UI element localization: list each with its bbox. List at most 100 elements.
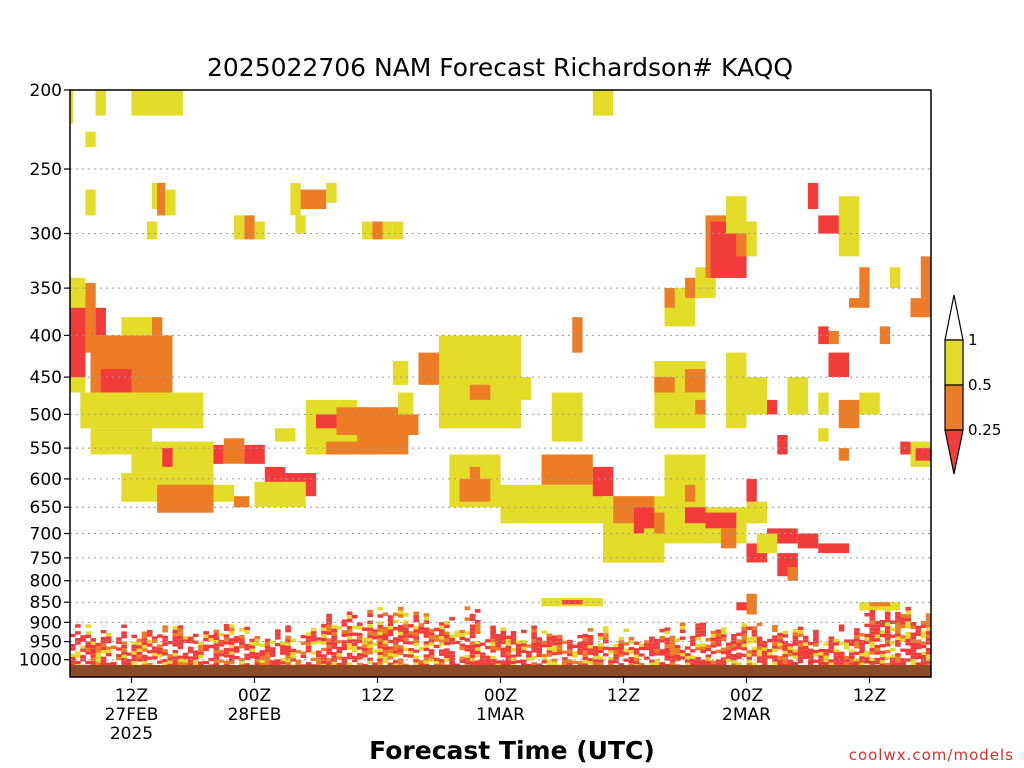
- bl-cell: [715, 632, 722, 637]
- bl-cell: [761, 647, 768, 651]
- bl-cell: [910, 655, 917, 659]
- bl-cell: [659, 635, 665, 640]
- bl-cell: [357, 626, 363, 630]
- bl-cell: [597, 646, 604, 650]
- bl-cell: [377, 621, 384, 625]
- bl-cell: [444, 624, 450, 629]
- bl-cell: [428, 649, 435, 653]
- bl-cell: [592, 659, 599, 663]
- bl-cell: [890, 647, 896, 652]
- bl-cell: [787, 662, 794, 666]
- bl-cell: [751, 646, 758, 650]
- ri-cell: [572, 317, 583, 353]
- bl-cell: [203, 637, 209, 642]
- bl-cell: [505, 635, 512, 639]
- ri-cell: [592, 90, 614, 116]
- bl-cell: [808, 648, 814, 652]
- bl-cell: [464, 648, 471, 652]
- bl-cell: [756, 653, 763, 657]
- bl-cell: [367, 624, 373, 628]
- bl-cell: [490, 659, 496, 663]
- bl-cell: [433, 638, 440, 642]
- bl-cell: [720, 650, 727, 655]
- bl-cell: [813, 636, 819, 640]
- bl-cell: [80, 638, 86, 642]
- bl-cell: [510, 638, 517, 642]
- bl-cell: [556, 641, 563, 645]
- bl-cell: [608, 660, 614, 664]
- bl-cell: [843, 642, 850, 647]
- credit-link[interactable]: coolwx.com/models: [849, 746, 1014, 764]
- bl-cell: [474, 647, 481, 651]
- bl-cell: [213, 662, 220, 666]
- ri-cell: [644, 528, 665, 558]
- bl-cell: [628, 656, 635, 660]
- bl-cell: [736, 632, 742, 636]
- bl-cell: [915, 662, 922, 666]
- bl-cell: [869, 648, 876, 652]
- bl-cell: [628, 663, 635, 667]
- ri-cell: [777, 435, 788, 455]
- ri-cell: [213, 484, 234, 502]
- bl-cell: [285, 645, 291, 650]
- bl-cell: [228, 644, 235, 649]
- bl-cell: [628, 660, 635, 664]
- bl-cell: [85, 624, 91, 628]
- bl-cell: [367, 648, 373, 652]
- bl-cell: [167, 657, 173, 661]
- bl-cell: [223, 637, 230, 642]
- bl-cell: [613, 660, 619, 664]
- bl-cell: [597, 643, 604, 647]
- bl-cell: [849, 655, 855, 660]
- bl-cell: [464, 645, 471, 649]
- ri-cell: [664, 288, 675, 308]
- bl-cell: [141, 658, 148, 662]
- bl-cell: [669, 645, 676, 650]
- bl-cell: [556, 638, 563, 642]
- bl-cell: [823, 658, 829, 662]
- bl-cell: [439, 662, 445, 666]
- bl-cell: [772, 625, 778, 629]
- bl-cell: [326, 613, 332, 618]
- bl-cell: [346, 652, 353, 656]
- bl-cell: [285, 625, 291, 629]
- bl-cell: [833, 648, 840, 653]
- bl-cell: [459, 643, 466, 647]
- bl-cell: [198, 661, 204, 665]
- bl-cell: [695, 630, 701, 634]
- bl-cell: [541, 630, 548, 634]
- bl-cell: [751, 662, 758, 666]
- bl-cell: [556, 651, 563, 655]
- bl-cell: [690, 655, 696, 659]
- bl-cell: [362, 647, 368, 652]
- bl-cell: [674, 645, 681, 649]
- bl-cell: [582, 647, 589, 651]
- bl-cell: [879, 660, 886, 664]
- bl-cell: [895, 643, 901, 647]
- bl-cell: [121, 645, 127, 649]
- colorbar-yellow: [944, 339, 964, 386]
- ri-cell: [818, 326, 829, 345]
- bl-cell: [182, 652, 189, 656]
- bl-cell: [70, 657, 76, 661]
- ri-cell: [685, 507, 706, 524]
- bl-cell: [710, 660, 717, 664]
- bl-cell: [403, 613, 409, 617]
- bl-cell: [367, 627, 373, 632]
- bl-cell: [879, 633, 886, 638]
- ri-cell: [377, 414, 419, 435]
- bl-cell: [377, 628, 384, 632]
- bl-cell: [449, 657, 455, 661]
- bl-cell: [761, 654, 768, 658]
- bl-cell: [900, 624, 906, 629]
- bl-cell: [679, 626, 686, 630]
- bl-cell: [910, 622, 917, 626]
- bl-cell: [874, 638, 881, 642]
- bl-cell: [905, 625, 911, 629]
- bl-cell: [413, 659, 419, 663]
- ri-cell: [869, 602, 890, 607]
- bl-cell: [213, 636, 220, 640]
- bl-cell: [469, 627, 476, 632]
- bl-cell: [357, 622, 363, 626]
- bl-cell: [823, 649, 829, 653]
